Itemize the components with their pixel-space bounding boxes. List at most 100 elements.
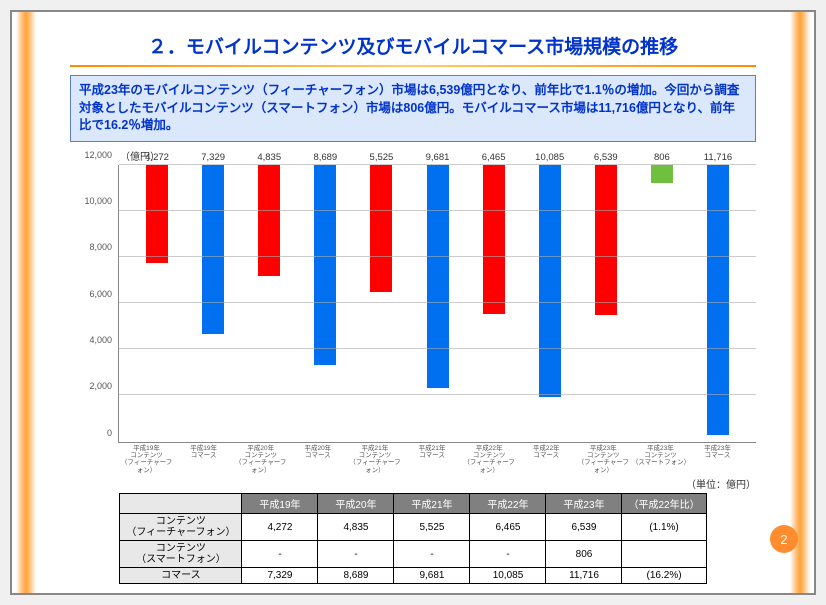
bar: 4,272 <box>146 165 168 264</box>
chart-plot: 4,272 7,329 4,835 8,689 5,525 9,681 6,465 10,08… <box>118 165 756 443</box>
data-table: 平成19年平成20年平成21年平成22年平成23年（平成22年比）コンテンツ （… <box>119 493 706 584</box>
bar-value-label: 7,329 <box>201 152 225 163</box>
table-row-header: コマース <box>120 568 242 584</box>
bar-slot: 4,272 <box>129 165 185 442</box>
table-cell: - <box>470 541 546 568</box>
chart: （億円） 02,0004,0006,0008,00010,00012,000 4… <box>70 148 756 475</box>
table-cell: 10,085 <box>470 568 546 584</box>
grid-line <box>119 164 756 165</box>
bars-container: 4,272 7,329 4,835 8,689 5,525 9,681 6,465 10,08… <box>119 165 756 442</box>
table-row: コマース7,3298,6899,68110,08511,716(16.2%) <box>120 568 706 584</box>
bar-slot: 6,465 <box>466 165 522 442</box>
page-number-badge: 2 <box>770 525 798 553</box>
bar-value-label: 8,689 <box>313 152 337 163</box>
y-tick-label: 10,000 <box>84 196 112 206</box>
table-cell: (16.2%) <box>622 568 706 584</box>
slide: ２．モバイルコンテンツ及びモバイルコマース市場規模の推移 平成23年のモバイルコ… <box>10 10 816 595</box>
bar-value-label: 11,716 <box>704 152 732 163</box>
x-axis-label: 平成19年 コマース <box>175 445 232 475</box>
bar: 10,085 <box>539 165 561 398</box>
table-cell: 8,689 <box>318 568 394 584</box>
bar-value-label: 5,525 <box>370 152 394 163</box>
x-axis-label: 平成20年 コンテンツ （フィーチャーフォン） <box>232 445 289 475</box>
y-tick-label: 8,000 <box>89 242 112 252</box>
y-tick-label: 4,000 <box>89 335 112 345</box>
table-column-header: 平成21年 <box>394 494 470 514</box>
x-axis-label: 平成21年 コンテンツ （フィーチャーフォン） <box>346 445 403 475</box>
bar: 8,689 <box>314 165 336 366</box>
x-axis-label: 平成23年 コマース <box>689 445 746 475</box>
table-cell: 9,681 <box>394 568 470 584</box>
grid-line <box>119 256 756 257</box>
table-unit-label: （単位：億円） <box>42 476 756 491</box>
table-column-header: 平成20年 <box>318 494 394 514</box>
grid-line <box>119 210 756 211</box>
slide-title: ２．モバイルコンテンツ及びモバイルコマース市場規模の推移 <box>42 12 784 65</box>
bar-slot: 7,329 <box>185 165 241 442</box>
table-cell: 806 <box>546 541 622 568</box>
bar-slot: 8,689 <box>297 165 353 442</box>
bar-value-label: 6,539 <box>594 152 618 163</box>
x-axis-label: 平成23年 コンテンツ （フィーチャーフォン） <box>575 445 632 475</box>
decoration-right-stripe <box>790 12 810 593</box>
grid-line <box>119 348 756 349</box>
bar-slot: 11,716 <box>690 165 746 442</box>
bar: 4,835 <box>258 165 280 277</box>
content-area: ２．モバイルコンテンツ及びモバイルコマース市場規模の推移 平成23年のモバイルコ… <box>42 12 784 593</box>
table-cell: (1.1%) <box>622 514 706 541</box>
bar-slot: 6,539 <box>578 165 634 442</box>
x-axis-label: 平成19年 コンテンツ （フィーチャーフォン） <box>118 445 175 475</box>
bar-value-label: 6,465 <box>482 152 506 163</box>
bar: 6,539 <box>595 165 617 316</box>
table-cell: 4,272 <box>242 514 318 541</box>
table-cell: 5,525 <box>394 514 470 541</box>
table-cell: 7,329 <box>242 568 318 584</box>
table-cell: - <box>394 541 470 568</box>
bar-value-label: 9,681 <box>426 152 450 163</box>
bar-value-label: 4,272 <box>145 152 169 163</box>
table-row-header: コンテンツ （スマートフォン） <box>120 541 242 568</box>
bar-slot: 4,835 <box>241 165 297 442</box>
table-row: コンテンツ （スマートフォン）----806 <box>120 541 706 568</box>
table-cell: - <box>318 541 394 568</box>
table-cell: - <box>242 541 318 568</box>
y-tick-label: 6,000 <box>89 289 112 299</box>
summary-box: 平成23年のモバイルコンテンツ（フィーチャーフォン）市場は6,539億円となり、… <box>70 75 756 142</box>
table-cell: 6,539 <box>546 514 622 541</box>
grid-line <box>119 302 756 303</box>
table-cell: 11,716 <box>546 568 622 584</box>
x-axis-label: 平成22年 コマース <box>518 445 575 475</box>
grid-line <box>119 394 756 395</box>
y-tick-label: 2,000 <box>89 381 112 391</box>
table-column-header: 平成22年 <box>470 494 546 514</box>
x-axis-label: 平成22年 コンテンツ （フィーチャーフォン） <box>461 445 518 475</box>
table-cell <box>622 541 706 568</box>
table-column-header: 平成19年 <box>242 494 318 514</box>
bar: 6,465 <box>483 165 505 314</box>
table-column-header: （平成22年比） <box>622 494 706 514</box>
y-tick-label: 0 <box>107 428 112 438</box>
bar-slot: 10,085 <box>522 165 578 442</box>
x-axis-label: 平成23年 コンテンツ （スマートフォン） <box>632 445 689 475</box>
bar-slot: 806 <box>634 165 690 442</box>
x-axis-labels: 平成19年 コンテンツ （フィーチャーフォン）平成19年 コマース平成20年 コ… <box>70 443 756 475</box>
bar-value-label: 10,085 <box>535 152 564 163</box>
x-axis-label: 平成21年 コマース <box>403 445 460 475</box>
y-axis: 02,0004,0006,0008,00010,00012,000 <box>70 165 118 443</box>
table-cell: 6,465 <box>470 514 546 541</box>
chart-area: 02,0004,0006,0008,00010,00012,000 4,2727… <box>70 165 756 443</box>
bar: 9,681 <box>427 165 449 388</box>
bar: 5,525 <box>370 165 392 293</box>
table-column-header: 平成23年 <box>546 494 622 514</box>
y-tick-label: 12,000 <box>84 150 112 160</box>
bar-slot: 9,681 <box>409 165 465 442</box>
table-row-header: コンテンツ （フィーチャーフォン） <box>120 514 242 541</box>
bar-slot: 5,525 <box>353 165 409 442</box>
table-cell: 4,835 <box>318 514 394 541</box>
title-underline <box>70 65 756 67</box>
bar-value-label: 806 <box>654 152 670 163</box>
bar: 806 <box>651 165 673 184</box>
table-column-header <box>120 494 242 514</box>
x-axis-label: 平成20年 コマース <box>289 445 346 475</box>
table-row: コンテンツ （フィーチャーフォン）4,2724,8355,5256,4656,5… <box>120 514 706 541</box>
